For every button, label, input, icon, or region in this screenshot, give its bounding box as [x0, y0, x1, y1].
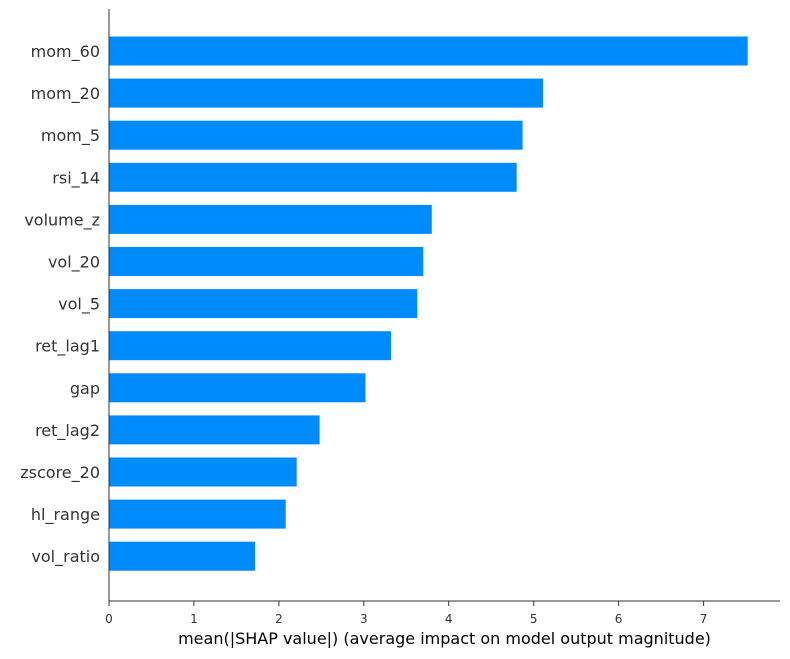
- x-tick-label: 0: [105, 612, 113, 626]
- x-tick-label: 5: [530, 612, 538, 626]
- category-labels: mom_60 mom_20 mom_5 rsi_14 volume_z vol_20vol…: [20, 42, 100, 567]
- category-label: mom_60: [31, 42, 100, 62]
- category-label: vol_20: [48, 253, 100, 273]
- x-tick-label: 6: [615, 612, 623, 626]
- x-tick-label: 1: [190, 612, 198, 626]
- bar-ret_lag2: [109, 415, 320, 445]
- category-label: mom_20: [31, 84, 100, 104]
- x-tick-label: 4: [445, 612, 453, 626]
- category-label: gap: [70, 379, 100, 398]
- category-label: hl_range: [31, 505, 100, 525]
- category-label: vol_5: [58, 295, 100, 315]
- bar-vol_20: [109, 247, 424, 276]
- bar-zscore_20: [109, 457, 297, 487]
- x-ticks-group: 0 1 2 3 4 5 6 7: [105, 601, 707, 626]
- category-label: mom_5: [41, 126, 100, 146]
- bar-ret_lag1: [109, 331, 391, 361]
- x-axis-title: mean(|SHAP value|) (average impact on mo…: [178, 629, 711, 648]
- bar-gap: [109, 373, 366, 403]
- bar-mom_20: [109, 78, 543, 108]
- bar-hl_range: [109, 499, 286, 529]
- category-label: ret_lag2: [35, 421, 100, 441]
- category-label: rsi_14: [52, 168, 100, 188]
- bars-group: [109, 36, 748, 571]
- bar-volume_z: [109, 204, 432, 234]
- x-tick-label: 3: [360, 612, 368, 626]
- category-label: ret_lag1: [35, 337, 100, 357]
- bar-vol_5: [109, 289, 418, 319]
- bar-rsi_14: [109, 162, 517, 192]
- bar-mom_60: [109, 36, 748, 66]
- bar-mom_5: [109, 120, 523, 150]
- bar-vol_ratio: [109, 541, 256, 571]
- x-tick-label: 2: [275, 612, 283, 626]
- category-label: zscore_20: [20, 463, 100, 483]
- category-label: volume_z: [24, 210, 100, 230]
- x-tick-label: 7: [700, 612, 708, 626]
- category-label: vol_ratio: [31, 547, 100, 567]
